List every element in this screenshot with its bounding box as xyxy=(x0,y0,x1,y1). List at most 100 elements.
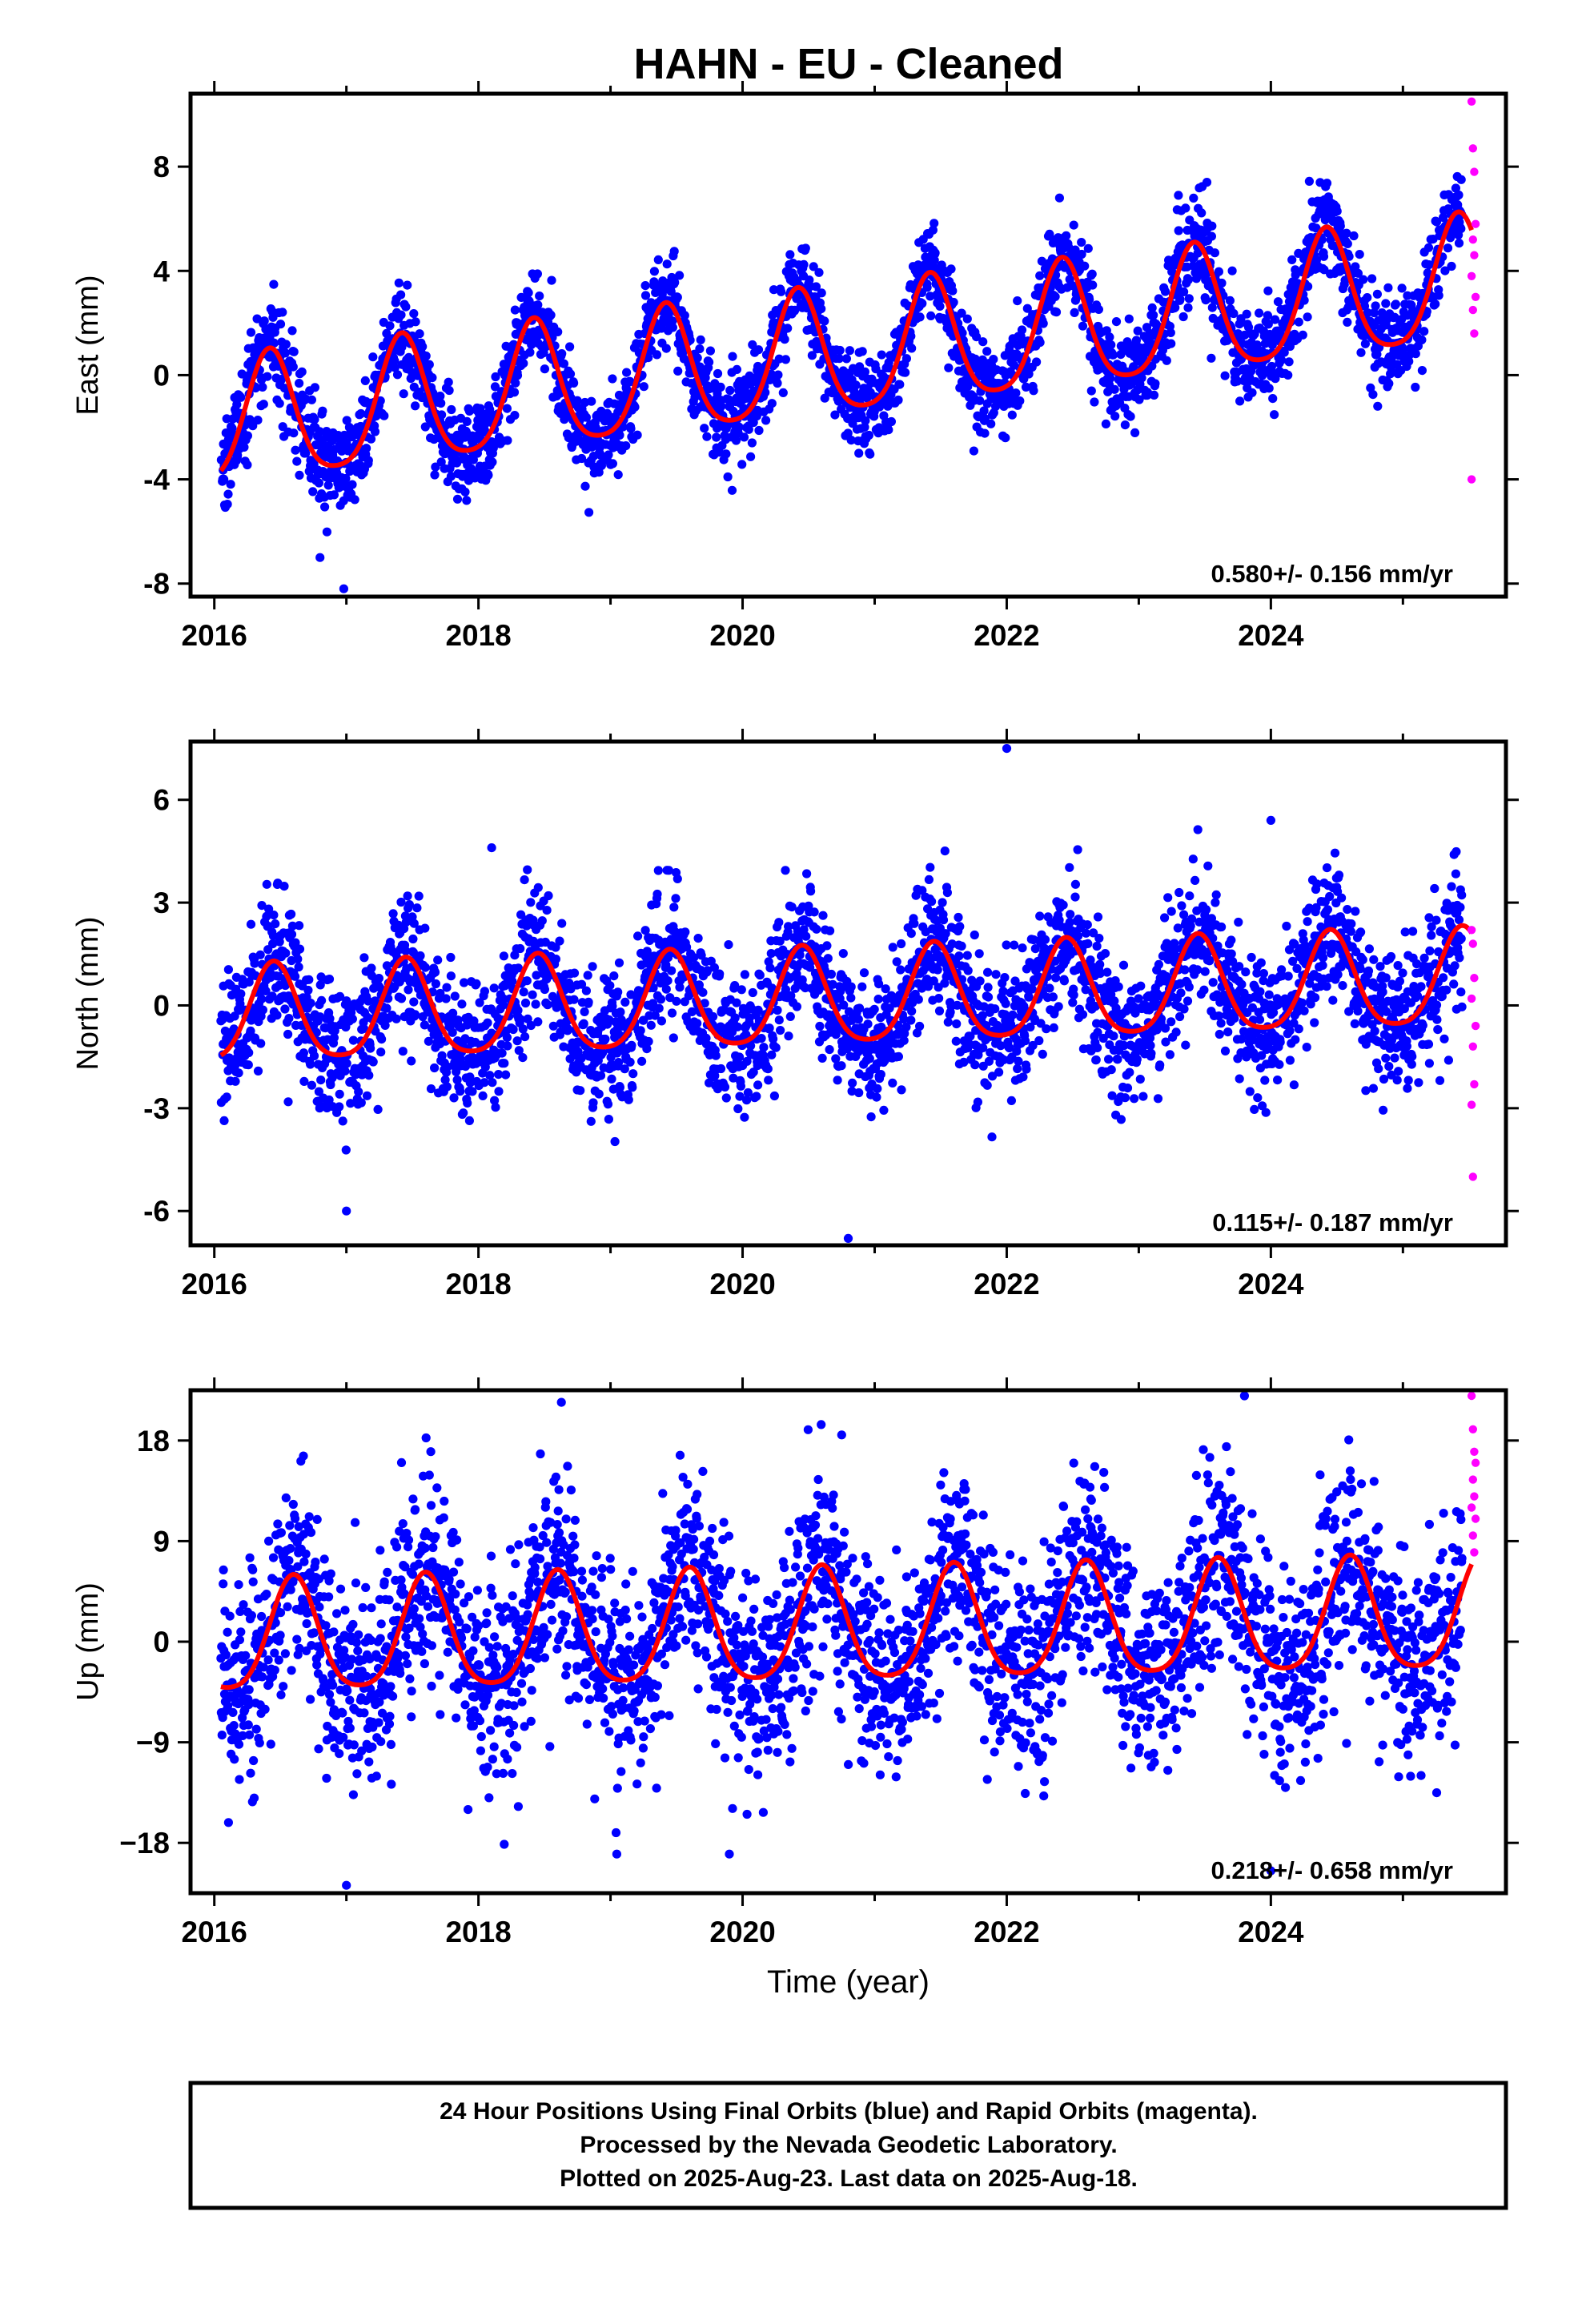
north-point xyxy=(291,938,300,947)
north-point xyxy=(822,941,832,951)
east-point xyxy=(1103,387,1113,396)
east-point xyxy=(861,416,870,425)
east-point xyxy=(269,338,279,348)
north-point xyxy=(943,1017,953,1027)
north-point xyxy=(656,995,666,1004)
east-point xyxy=(1360,339,1370,348)
north-point xyxy=(257,901,267,911)
east-point xyxy=(1120,420,1130,430)
north-point xyxy=(548,1021,558,1031)
east-point xyxy=(1207,221,1217,231)
east-point xyxy=(1235,396,1245,406)
north-point xyxy=(607,1074,616,1084)
x-tick-label: 2024 xyxy=(1238,619,1304,652)
east-point xyxy=(1229,308,1239,319)
east-point xyxy=(725,385,735,396)
north-point xyxy=(306,1059,315,1069)
north-point xyxy=(489,983,499,993)
north-point xyxy=(329,1033,339,1043)
north-point xyxy=(955,922,965,931)
north-point xyxy=(383,994,393,1003)
north-point xyxy=(401,917,411,927)
east-point xyxy=(415,329,424,339)
east-point xyxy=(350,495,359,505)
east-point xyxy=(512,371,523,380)
north-point xyxy=(440,1075,450,1084)
east-point xyxy=(980,414,990,424)
north-point xyxy=(408,947,418,957)
east-point xyxy=(1252,340,1262,350)
east-point xyxy=(436,392,445,401)
east-point xyxy=(753,345,764,355)
east-point xyxy=(1207,303,1217,312)
north-point xyxy=(576,1086,585,1096)
north-point xyxy=(236,989,246,999)
east-point xyxy=(1440,266,1450,275)
east-point xyxy=(1032,357,1042,367)
north-point xyxy=(442,1082,452,1092)
east-point xyxy=(547,275,556,285)
north-point xyxy=(520,875,529,885)
north-point xyxy=(815,1021,825,1031)
east-point xyxy=(382,328,391,338)
east-point xyxy=(857,347,867,356)
east-point xyxy=(1279,348,1289,357)
north-point xyxy=(825,926,835,935)
east-point xyxy=(491,372,500,382)
east-point xyxy=(618,422,628,432)
east-point xyxy=(886,416,896,427)
east-point xyxy=(314,478,323,488)
east-point xyxy=(1217,278,1227,288)
east-point xyxy=(289,347,299,356)
north-point xyxy=(1001,999,1010,1008)
north-point xyxy=(398,1047,408,1056)
north-point xyxy=(774,918,784,927)
north-point xyxy=(299,1048,308,1058)
east-rapid-point xyxy=(1471,219,1480,228)
north-point xyxy=(262,879,271,889)
east-point xyxy=(318,406,327,416)
east-point xyxy=(1291,270,1300,279)
east-point xyxy=(385,321,395,331)
east-point xyxy=(259,316,269,326)
east-point xyxy=(464,406,475,416)
east-point xyxy=(1454,190,1464,200)
north-point xyxy=(295,921,304,931)
east-point xyxy=(1137,373,1146,383)
north-point xyxy=(433,955,443,965)
north-point xyxy=(543,1000,552,1010)
north-point xyxy=(373,1104,383,1114)
east-point xyxy=(1335,221,1345,231)
east-point xyxy=(462,496,472,505)
north-point xyxy=(250,959,259,968)
north-point xyxy=(456,1087,465,1096)
east-point xyxy=(1086,386,1096,396)
north-point xyxy=(518,1053,528,1063)
east-point xyxy=(865,449,875,459)
east-point xyxy=(1038,319,1048,328)
north-point xyxy=(563,1024,573,1034)
north-point xyxy=(588,1098,598,1108)
east-point xyxy=(263,372,272,381)
north-point xyxy=(246,919,256,929)
north-point xyxy=(246,1026,255,1035)
east-point xyxy=(723,472,733,482)
north-point xyxy=(604,1115,614,1124)
north-point xyxy=(656,1016,667,1026)
east-rapid-point xyxy=(1471,292,1480,301)
east-point xyxy=(281,340,291,349)
east-point xyxy=(509,388,520,397)
east-point xyxy=(1423,268,1432,278)
north-point xyxy=(863,1019,873,1029)
north-point xyxy=(667,1008,677,1018)
east-point xyxy=(1369,308,1379,318)
north-point xyxy=(283,1097,293,1107)
north-point xyxy=(613,987,623,997)
east-point xyxy=(962,314,972,324)
north-point xyxy=(364,1071,374,1080)
east-point xyxy=(728,352,737,361)
north-point xyxy=(480,1078,489,1088)
north-point xyxy=(317,995,327,1005)
north-point xyxy=(256,1039,266,1048)
